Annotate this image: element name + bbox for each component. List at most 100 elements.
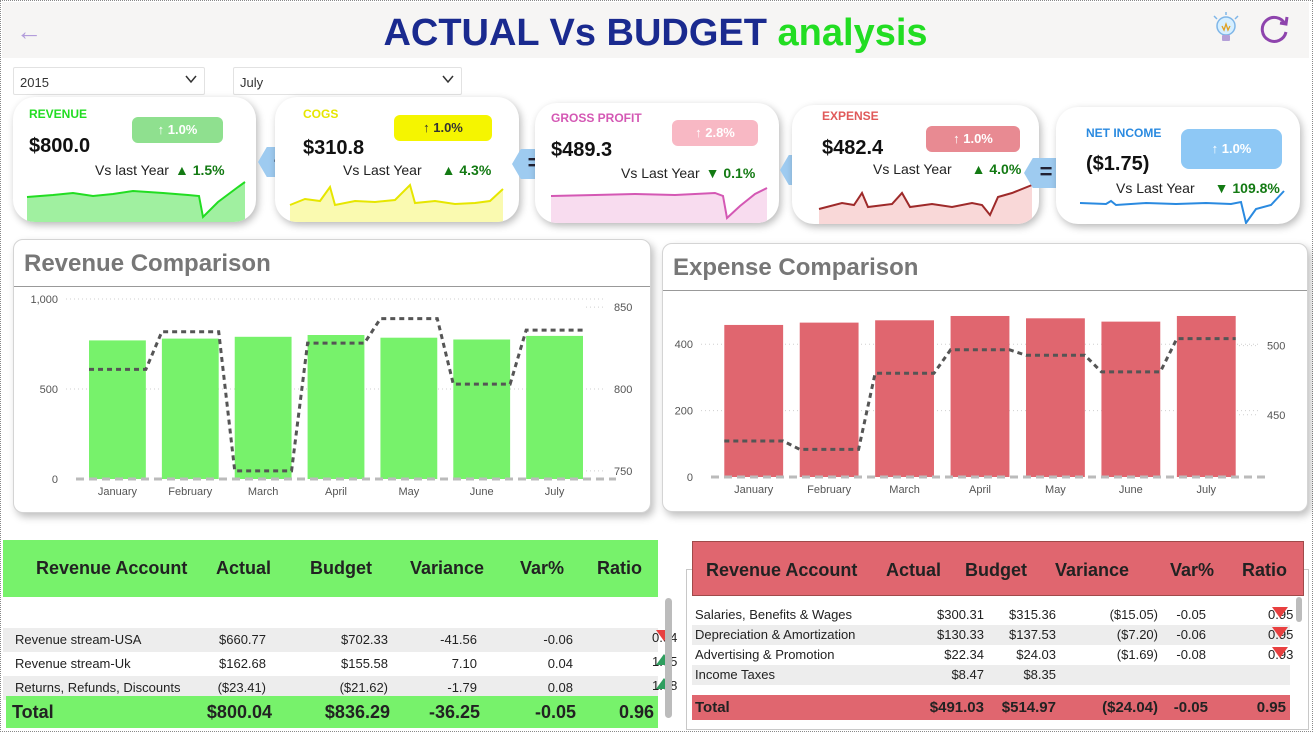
kpi-label: GROSS PROFIT	[551, 111, 642, 125]
account-name: Income Taxes	[695, 667, 775, 682]
column-header[interactable]: Budget	[965, 560, 1027, 581]
kpi-vs-value: 1.5%	[193, 162, 225, 178]
column-header[interactable]: Variance	[1055, 560, 1129, 581]
x-tick-label: April	[325, 486, 347, 498]
total-varpct: -0.05	[535, 702, 576, 723]
kpi-card-cogs[interactable]: COGS $310.8 ↑ 1.0% Vs Last Year ▲ 4.3%	[275, 97, 519, 222]
kpi-sparkline	[275, 177, 519, 222]
kpi-card-gross-profit[interactable]: GROSS PROFIT $489.3 ↑ 2.8% Vs Last Year ▼…	[535, 103, 779, 223]
bar-april	[308, 335, 365, 479]
y2-tick-label: 500	[1267, 341, 1285, 353]
page-title: ACTUAL Vs BUDGET analysis	[2, 12, 1309, 55]
kpi-badge: ↑ 1.0%	[394, 115, 492, 141]
x-tick-label: April	[969, 484, 991, 496]
column-header[interactable]: Ratio	[597, 558, 642, 579]
x-tick-label: March	[248, 486, 279, 498]
budget-value: ($21.62)	[340, 680, 388, 695]
triangle-down-icon	[1272, 627, 1288, 638]
y2-tick-label: 800	[614, 384, 632, 396]
column-header[interactable]: Var%	[1170, 560, 1214, 581]
total-ratio: 0.96	[619, 702, 654, 723]
table-row[interactable]: Income Taxes $8.47 $8.35	[692, 665, 1290, 685]
column-header[interactable]: Revenue Account	[36, 558, 187, 579]
refresh-icon[interactable]	[1258, 12, 1292, 46]
table-scrollbar[interactable]	[665, 598, 672, 718]
budget-value: $155.58	[341, 656, 388, 671]
month-slicer[interactable]: July	[233, 67, 462, 95]
bar-may	[1026, 318, 1085, 477]
kpi-vs-label: Vs last Year	[95, 162, 169, 178]
kpi-vs-value: 4.3%	[459, 162, 491, 178]
revenue-account-table: Revenue Account Actual Budget Variance V…	[3, 540, 680, 730]
varpct-value: -0.08	[1176, 647, 1206, 662]
kpi-sparkline	[13, 177, 256, 222]
varpct-value: -0.06	[543, 632, 573, 647]
total-budget: $514.97	[1002, 699, 1056, 716]
variance-value: -41.56	[440, 632, 477, 647]
kpi-card-revenue[interactable]: REVENUE $800.0 ↑ 1.0% Vs last Year ▲ 1.5%	[13, 97, 256, 222]
kpi-vs-label: Vs Last Year	[343, 162, 422, 178]
bar-march	[875, 320, 934, 477]
varpct-value: -0.05	[1176, 607, 1206, 622]
account-name: Depreciation & Amortization	[695, 627, 855, 642]
table-row[interactable]: Depreciation & Amortization $130.33 $137.5…	[692, 625, 1290, 645]
kpi-value: $800.0	[29, 135, 90, 158]
kpi-vs-value: 4.0%	[989, 161, 1021, 177]
x-tick-label: June	[1119, 484, 1143, 496]
table-row[interactable]: Revenue stream-Uk$162.68$155.587.100.041…	[3, 652, 658, 676]
budget-value: $137.53	[1009, 627, 1056, 642]
x-tick-label: May	[1045, 484, 1066, 496]
chart-title: Revenue Comparison	[24, 250, 271, 278]
column-header[interactable]: Revenue Account	[706, 560, 857, 581]
column-header[interactable]: Budget	[310, 558, 372, 579]
account-name: Salaries, Benefits & Wages	[695, 607, 852, 622]
kpi-card-net-income[interactable]: NET INCOME ($1.75) ↑ 1.0% Vs Last Year ▼ …	[1056, 107, 1300, 224]
header-bar: ← ACTUAL Vs BUDGET analysis	[2, 2, 1309, 58]
lightbulb-icon[interactable]	[1210, 12, 1242, 48]
variance-value: ($1.69)	[1117, 647, 1158, 662]
year-slicer-value: 2015	[20, 75, 49, 90]
year-slicer[interactable]: 2015	[13, 67, 205, 95]
expense-comparison-chart[interactable]: 0 200 400 450 500 January February March April Ma…	[663, 291, 1309, 512]
variance-value: 7.10	[452, 656, 477, 671]
table-scrollbar[interactable]	[1296, 597, 1302, 622]
table-total-row: Total $491.03 $514.97 ($24.04) -0.05 0.9…	[692, 695, 1290, 720]
y-tick-label: 0	[687, 472, 693, 484]
kpi-card-expense[interactable]: EXPENSE $482.4 ↑ 1.0% Vs Last Year ▲ 4.0%	[792, 105, 1039, 224]
kpi-vs-last-year: Vs last Year ▲ 1.5%	[95, 162, 225, 178]
kpi-sparkline	[535, 178, 779, 223]
y-tick-label: 400	[675, 339, 693, 351]
column-header[interactable]: Variance	[410, 558, 484, 579]
table-row[interactable]: Salaries, Benefits & Wages $300.31 $315.36…	[692, 605, 1290, 625]
arrow-up-icon: ▲	[175, 162, 189, 178]
column-header[interactable]: Var%	[520, 558, 564, 579]
total-budget: $836.29	[325, 702, 390, 723]
kpi-sparkline	[1056, 179, 1300, 224]
total-label: Total	[12, 702, 54, 723]
bar-march	[235, 337, 292, 479]
kpi-vs-last-year: Vs Last Year ▲ 4.3%	[343, 162, 491, 178]
budget-value: $8.35	[1023, 667, 1056, 682]
variance-value: -1.79	[447, 680, 477, 695]
triangle-down-icon	[1272, 647, 1288, 658]
arrow-up-icon: ▲	[442, 162, 456, 178]
chevron-down-icon	[441, 72, 455, 86]
account-name: Advertising & Promotion	[695, 647, 834, 662]
kpi-label: REVENUE	[29, 107, 87, 121]
table-header: Revenue Account Actual Budget Variance V…	[692, 541, 1304, 596]
bar-february	[162, 339, 219, 479]
total-varpct: -0.05	[1174, 699, 1208, 716]
x-tick-label: February	[168, 486, 213, 498]
table-row[interactable]: Advertising & Promotion $22.34 $24.03 ($1.6…	[692, 645, 1290, 665]
actual-value: $22.34	[944, 647, 984, 662]
y-tick-label: 1,000	[30, 294, 58, 306]
kpi-badge: ↑ 1.0%	[926, 126, 1020, 152]
table-row[interactable]: Revenue stream-USA $660.77 $702.33 -41.56 -0…	[3, 628, 658, 652]
actual-value: $660.77	[219, 632, 266, 647]
column-header[interactable]: Ratio	[1242, 560, 1287, 581]
kpi-value: $482.4	[822, 137, 883, 160]
revenue-comparison-chart[interactable]: 0 500 1,000 750 800 850 January February March Ap…	[14, 287, 652, 513]
column-header[interactable]: Actual	[216, 558, 271, 579]
column-header[interactable]: Actual	[886, 560, 941, 581]
total-label: Total	[695, 699, 730, 716]
